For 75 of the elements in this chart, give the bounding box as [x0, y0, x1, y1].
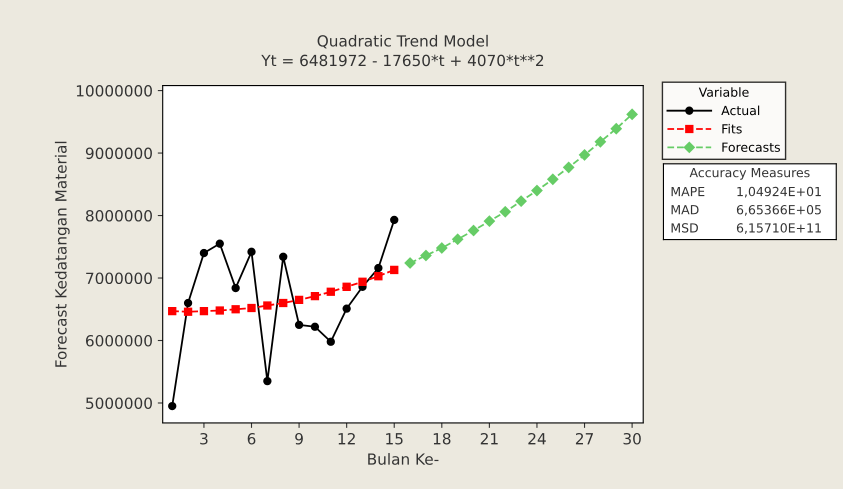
text: MSD	[672, 223, 698, 233]
chart-subtitle: Yt = 6481972 - 17650*t + 4070*t**2	[261, 54, 544, 66]
point	[231, 284, 240, 292]
point	[310, 322, 320, 331]
point	[168, 402, 176, 410]
point	[563, 162, 574, 174]
point	[247, 304, 256, 312]
chart-title: Quadratic Trend Model	[318, 34, 488, 48]
point	[468, 224, 480, 236]
x-tick-label: 30	[624, 432, 641, 445]
point	[374, 272, 383, 280]
point	[184, 308, 192, 316]
point	[216, 239, 224, 248]
point	[200, 306, 208, 316]
y-tick-label: 9000000	[86, 148, 152, 160]
point	[326, 338, 335, 346]
y-tick-label: 7000000	[86, 272, 152, 284]
text: MAPE	[672, 186, 704, 196]
x-tick-label: 27	[576, 432, 593, 444]
x-tick-label: 12	[338, 432, 355, 444]
point	[310, 292, 320, 300]
x-tick-label: 21	[480, 432, 498, 444]
x-tick-label: 9	[295, 432, 303, 445]
text: MAD	[672, 205, 699, 214]
point	[436, 242, 448, 254]
legend-title: Variable	[698, 87, 749, 97]
point	[390, 266, 398, 274]
y-tick-label: 5000000	[86, 397, 152, 410]
point	[390, 216, 398, 224]
y-tick-label: 6000000	[86, 334, 152, 347]
point	[294, 320, 304, 330]
point	[547, 174, 558, 185]
point	[279, 252, 288, 261]
legend-label: Forecasts	[722, 142, 780, 152]
point	[231, 305, 240, 314]
point	[263, 301, 272, 310]
point	[404, 257, 416, 269]
y-tick-label: 10000000	[76, 85, 152, 97]
point	[342, 304, 351, 313]
text: 1,04924E+01	[737, 186, 821, 198]
point	[216, 306, 224, 315]
text: Accuracy Measures	[690, 168, 810, 180]
point	[531, 184, 543, 196]
point	[263, 376, 272, 386]
point	[610, 123, 622, 134]
y-tick-label: 8000000	[86, 210, 152, 222]
text: 6,15710E+11	[736, 223, 821, 234]
point	[358, 278, 367, 286]
point	[452, 234, 464, 245]
x-axis-title: Bulan Ke-	[368, 453, 438, 465]
x-tick-label: 6	[248, 432, 256, 445]
point	[279, 298, 288, 308]
point	[200, 248, 208, 258]
y-axis-title: Forecast Kedatangan Material	[54, 142, 70, 367]
point	[515, 196, 527, 207]
point	[420, 250, 432, 262]
point	[184, 298, 192, 308]
point	[247, 248, 256, 256]
x-tick-label: 18	[434, 432, 450, 445]
point	[578, 149, 590, 161]
x-tick-label: 15	[386, 433, 403, 445]
x-tick-label: 3	[200, 432, 208, 445]
point	[626, 108, 638, 120]
point	[326, 288, 335, 296]
point	[500, 206, 511, 218]
x-tick-label: 24	[528, 432, 546, 444]
text: 6,65366E+05	[736, 204, 821, 216]
legend-label: Actual	[721, 106, 760, 116]
legend-label: Fits	[722, 124, 742, 134]
point	[294, 296, 304, 304]
point	[168, 306, 176, 316]
point	[342, 282, 351, 291]
point	[374, 264, 383, 272]
point	[594, 136, 606, 148]
point	[484, 216, 495, 227]
